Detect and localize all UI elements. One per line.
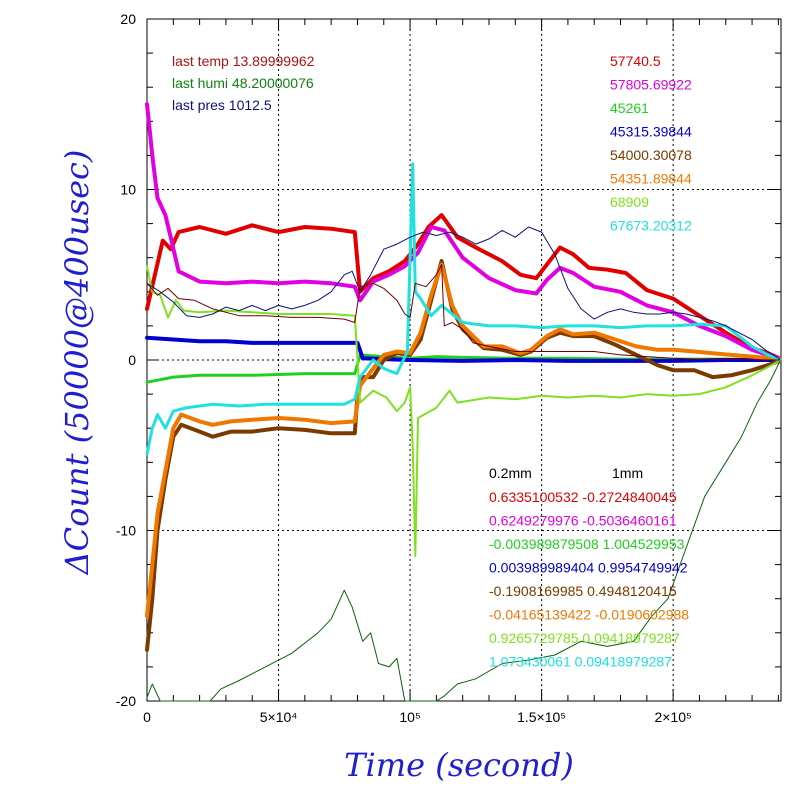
coef-readout: 0.6249279976 -0.5036460161 — [489, 513, 677, 529]
x-tick-label: 1.5×10⁵ — [517, 709, 566, 725]
coef-readout: -0.1908169985 0.4948120415 — [489, 583, 677, 599]
x-tick-label: 10⁵ — [399, 709, 420, 725]
y-tick-label: 10 — [120, 182, 136, 198]
y-tick-label: -20 — [116, 693, 136, 709]
y-axis-title: ΔCount (50000@400usec) — [58, 150, 96, 577]
env-readout: last humi 48.20000076 — [172, 75, 314, 91]
coef-header: 0.2mm — [489, 465, 532, 481]
count-readout: 54000.30078 — [610, 147, 692, 163]
count-readout: 68909 — [610, 194, 649, 210]
y-tick-label: 0 — [128, 352, 136, 368]
x-axis-title: Time (second) — [344, 746, 574, 784]
series-line-4 — [145, 335, 782, 363]
count-readout: 45261 — [610, 100, 649, 116]
coef-header: 1mm — [612, 465, 643, 481]
x-tick-label: 0 — [143, 709, 151, 725]
count-readout: 57805.69922 — [610, 77, 692, 93]
series-layer — [145, 102, 782, 702]
count-readout: 45315.39844 — [610, 124, 692, 140]
y-tick-label: 20 — [120, 11, 136, 27]
series-line-2 — [145, 102, 782, 361]
coef-readout: 1.073430061 0.09418979287 — [489, 654, 672, 670]
coef-readout: -0.04165139422 -0.0190602988 — [489, 607, 689, 623]
env-readout: last temp 13.89999962 — [172, 53, 315, 69]
count-readout: 67673.20312 — [610, 218, 692, 234]
series-line-8 — [145, 162, 782, 456]
coef-readout: 0.6335100532 -0.2724840045 — [489, 489, 677, 505]
series-line-7 — [146, 265, 781, 558]
coef-readout: 0.9265729785 0.09418979287 — [489, 630, 680, 646]
count-readout: 57740.5 — [610, 53, 661, 69]
series-line-11 — [146, 361, 781, 702]
series-line-6 — [145, 262, 782, 618]
coef-readout: 0.003989989404 0.9954749942 — [489, 560, 688, 576]
tick-labels: 0 5×10⁴ 10⁵ 1.5×10⁵ 2×10⁵ 20 10 0 -10 -20 — [116, 11, 692, 725]
series-line-10 — [146, 264, 781, 361]
x-tick-label: 2×10⁵ — [654, 709, 691, 725]
annotations: last temp 13.89999962 last humi 48.200000… — [172, 53, 692, 670]
series-line-9 — [146, 226, 781, 360]
x-tick-label: 5×10⁴ — [260, 709, 298, 725]
y-tick-label: -10 — [116, 523, 136, 539]
env-readout: last pres 1012.5 — [172, 97, 272, 113]
series-line-1 — [145, 213, 782, 361]
coef-readout: -0.003989879508 1.004529953 — [489, 536, 685, 552]
count-readout: 54351.89844 — [610, 171, 692, 187]
